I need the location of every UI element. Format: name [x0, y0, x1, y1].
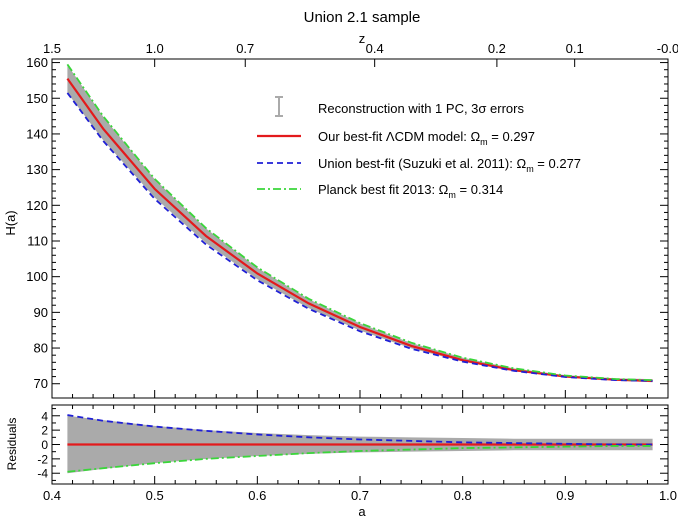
- y-tick-label: 150: [26, 91, 48, 106]
- x-axis-label: a: [358, 504, 366, 519]
- y-tick-label: 120: [26, 198, 48, 213]
- legend-entry-union: Union best-fit (Suzuki et al. 2011): Ωm …: [257, 156, 581, 174]
- top-tick-label: 1.0: [146, 41, 164, 56]
- x-tick-label: 0.9: [556, 488, 574, 503]
- top-tick-label: 0.1: [566, 41, 584, 56]
- y-tick-label: 110: [27, 233, 48, 248]
- main-line-planck: [66, 63, 653, 382]
- x-tick-label: 0.5: [146, 488, 164, 503]
- top-tick-label: 1.5: [43, 41, 61, 56]
- y-tick-label: -4: [37, 467, 48, 481]
- y-tick-label: 90: [34, 305, 48, 320]
- residuals-line-union: [67, 414, 653, 446]
- y-tick-label: 160: [26, 55, 48, 70]
- legend: Reconstruction with 1 PC, 3σ errors Our …: [257, 96, 581, 200]
- x-tick-label: 0.4: [43, 488, 61, 503]
- legend-planck-label: Planck best fit 2013: Ωm = 0.314: [318, 182, 503, 200]
- y-tick-label: 80: [34, 341, 48, 356]
- y-tick-label: 140: [26, 126, 48, 141]
- x-tick-label: 0.7: [351, 488, 369, 503]
- legend-band-label: Reconstruction with 1 PC, 3σ errors: [318, 101, 524, 116]
- main-line-union: [66, 92, 653, 382]
- main-error-band: [67, 64, 653, 383]
- top-tick-label: 0.7: [236, 41, 254, 56]
- y-tick-label: 100: [26, 269, 48, 284]
- top-tick-label: 0.4: [366, 41, 384, 56]
- y-tick-label: 4: [41, 409, 48, 423]
- legend-entry-lcdm: Our best-fit ΛCDM model: Ωm = 0.297: [257, 129, 535, 147]
- chart-title: Union 2.1 sample: [304, 9, 421, 26]
- main-y-axis-label: H(a): [3, 210, 18, 235]
- main-line-lcdm: [66, 77, 653, 382]
- y-tick-label: 70: [34, 376, 48, 391]
- legend-entry-band: Reconstruction with 1 PC, 3σ errors: [275, 96, 524, 117]
- top-tick-label: 0.2: [488, 41, 506, 56]
- y-tick-label: 130: [26, 162, 48, 177]
- x-tick-label: 0.6: [248, 488, 266, 503]
- residuals-y-axis-label: Residuals: [5, 418, 19, 471]
- legend-entry-planck: Planck best fit 2013: Ωm = 0.314: [257, 182, 503, 200]
- y-tick-label: 2: [41, 424, 48, 438]
- top-tick-label: -0.0: [657, 41, 678, 56]
- x-tick-label: 1.0: [659, 488, 677, 503]
- legend-lcdm-label: Our best-fit ΛCDM model: Ωm = 0.297: [318, 129, 535, 147]
- residuals-line-planck: [67, 445, 653, 473]
- y-tick-label: -2: [37, 452, 48, 466]
- y-tick-label: 0: [41, 438, 48, 452]
- x-tick-label: 0.8: [454, 488, 472, 503]
- top-axis-label: z: [359, 31, 366, 46]
- error-bar-symbol-icon: [275, 96, 283, 117]
- legend-union-label: Union best-fit (Suzuki et al. 2011): Ωm …: [318, 156, 581, 174]
